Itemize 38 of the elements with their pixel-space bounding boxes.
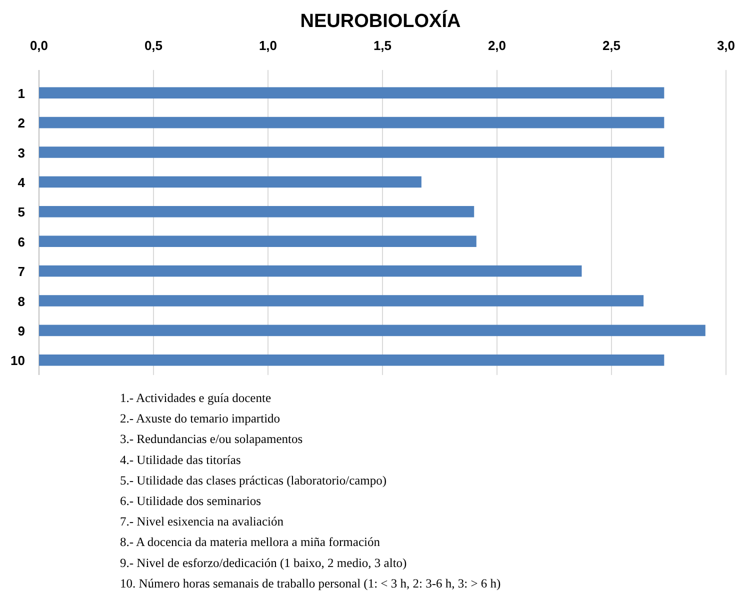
y-tick-label: 5 <box>18 204 25 220</box>
y-tick-label: 8 <box>18 294 25 309</box>
x-tick-label: 2,0 <box>488 38 506 53</box>
y-tick-label: 10 <box>10 353 25 368</box>
bar <box>39 87 664 98</box>
bar <box>39 236 476 247</box>
text: 5.- Utilidade das clases prácticas (laboratorio/campo) <box>120 473 387 488</box>
bar <box>39 116 664 128</box>
bar <box>39 265 582 277</box>
text: 4.- Utilidade das titorías <box>120 452 241 467</box>
y-tick-label: 9 <box>18 323 25 338</box>
chart-title: NEUROBIOLOXÍA <box>300 10 462 32</box>
bar <box>39 146 664 158</box>
text: 7.- Nivel esixencia na avaliación <box>120 514 284 529</box>
y-tick-label: 4 <box>18 174 26 190</box>
text: 1.- Actividades e guía docente <box>120 391 272 405</box>
y-tick-label: 1 <box>18 86 25 101</box>
text: 3.- Redundancias e/ou solapamentos <box>120 432 303 446</box>
y-tick-label: 7 <box>18 264 25 280</box>
y-tick-label: 3 <box>18 145 25 160</box>
text: 10. Número horas semanais de traballo personal (1: < 3 h, 2: 3-6 h, 3: > 6 h) <box>120 576 501 590</box>
x-tick-label: 1,5 <box>373 38 392 53</box>
x-tick-label: 0,5 <box>144 38 163 53</box>
x-tick-label: 3,0 <box>716 38 736 53</box>
text: 6.- Utilidade dos seminarios <box>120 494 262 508</box>
bar <box>39 206 474 218</box>
bar <box>39 354 664 366</box>
bar <box>39 324 706 336</box>
y-tick-label: 6 <box>18 234 25 250</box>
text: 8.- A docencia da materia mellora a miña formación <box>120 535 381 550</box>
y-tick-label: 2 <box>18 116 25 131</box>
x-tick-label: 2,5 <box>602 38 621 53</box>
bar <box>39 295 644 306</box>
x-tick-label: 0,0 <box>30 38 48 53</box>
x-tick-label: 1,0 <box>258 38 278 53</box>
text: 2.- Axuste do temario impartido <box>120 412 280 426</box>
bar <box>39 176 422 188</box>
text: 9.- Nivel de esforzo/dedicación (1 baixo, 2 medio, 3 alto) <box>120 556 407 570</box>
